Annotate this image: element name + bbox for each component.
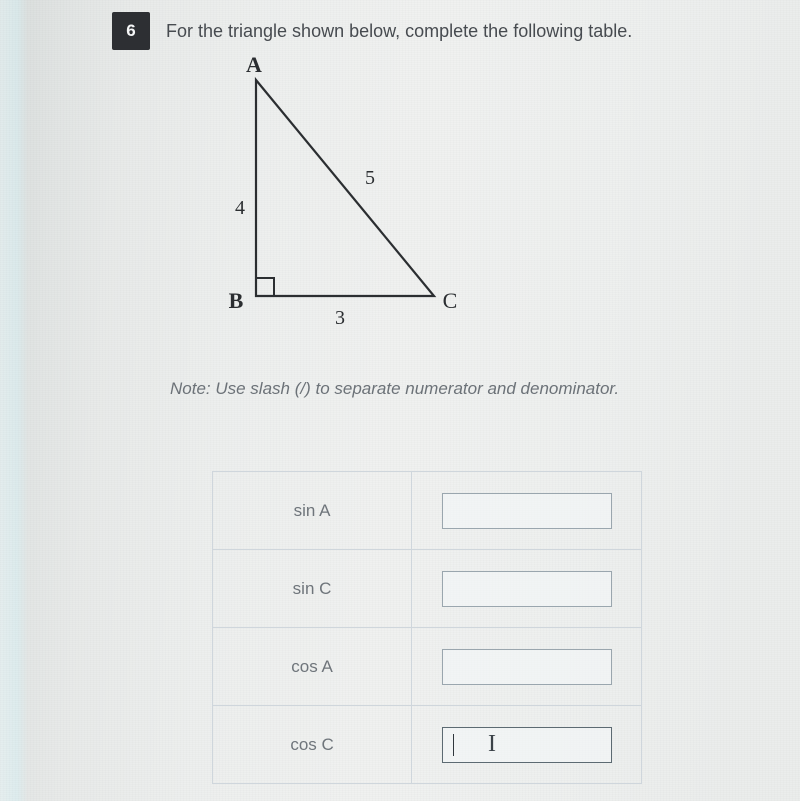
question-header: 6 For the triangle shown below, complete… (112, 12, 800, 50)
triangle-shape (256, 80, 434, 296)
active-cursor-indicator: I (453, 731, 497, 758)
trig-table: sin A sin C cos A (212, 471, 642, 784)
row-label: cos C (213, 706, 412, 784)
answer-input-cos-a[interactable] (442, 649, 612, 685)
vertex-label-c: C (443, 288, 458, 313)
side-label-bc: 3 (335, 307, 345, 329)
question-prompt: For the triangle shown below, complete t… (166, 12, 632, 42)
row-input-cell (412, 472, 642, 550)
answer-input-sin-a[interactable] (442, 493, 612, 529)
vertex-label-b: B (229, 288, 244, 313)
table-row: sin A (213, 472, 642, 550)
right-angle-marker (256, 278, 274, 296)
triangle-figure: A B C 4 3 5 (170, 56, 800, 351)
vertex-label-a: A (246, 56, 262, 77)
answer-input-cos-c[interactable]: I (442, 727, 612, 763)
side-label-ac: 5 (365, 167, 375, 189)
text-caret-icon (453, 734, 455, 756)
table-row: cos C I (213, 706, 642, 784)
note-text: Note: Use slash (/) to separate numerato… (170, 379, 800, 399)
content-area: 6 For the triangle shown below, complete… (0, 0, 800, 784)
row-label: cos A (213, 628, 412, 706)
row-label: sin A (213, 472, 412, 550)
side-label-ab: 4 (235, 197, 245, 219)
row-label: sin C (213, 550, 412, 628)
row-input-cell: I (412, 706, 642, 784)
question-number-badge: 6 (112, 12, 150, 50)
table-row: sin C (213, 550, 642, 628)
question-number: 6 (126, 21, 135, 41)
answer-input-sin-c[interactable] (442, 571, 612, 607)
row-input-cell (412, 628, 642, 706)
ibeam-cursor-icon: I (488, 731, 496, 758)
row-input-cell (412, 550, 642, 628)
table-row: cos A (213, 628, 642, 706)
triangle-svg: A B C 4 3 5 (170, 56, 490, 346)
trig-table-container: sin A sin C cos A (212, 471, 800, 784)
